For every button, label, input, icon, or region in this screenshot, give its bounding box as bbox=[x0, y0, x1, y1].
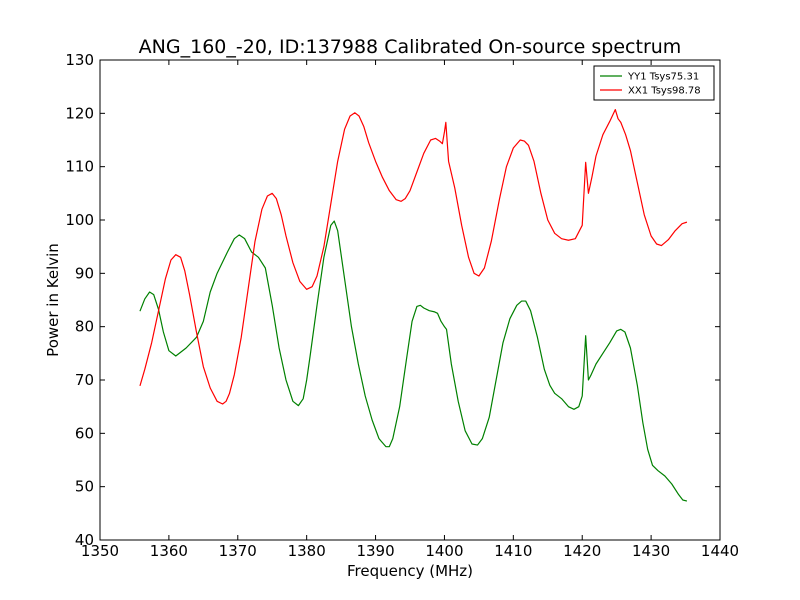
x-tick-label: 1350 bbox=[81, 542, 119, 560]
x-tick-label: 1390 bbox=[356, 542, 394, 560]
plot-area bbox=[100, 60, 720, 540]
y-tick-label: 50 bbox=[75, 478, 94, 496]
y-tick-label: 60 bbox=[75, 424, 94, 442]
y-tick-label: 100 bbox=[65, 211, 94, 229]
y-tick-label: 70 bbox=[75, 371, 94, 389]
x-tick-label: 1410 bbox=[494, 542, 532, 560]
x-tick-label: 1420 bbox=[563, 542, 601, 560]
x-tick-label: 1400 bbox=[425, 542, 463, 560]
series-line-2 bbox=[139, 109, 688, 405]
x-axis-title: Frequency (MHz) bbox=[347, 562, 473, 580]
legend: YY1 Tsys75.31 XX1 Tsys98.78 bbox=[593, 65, 715, 101]
legend-box bbox=[593, 65, 715, 101]
series-line-1 bbox=[139, 220, 688, 502]
y-tick-label: 90 bbox=[75, 264, 94, 282]
chart-title: ANG_160_-20, ID:137988 Calibrated On-sou… bbox=[139, 36, 682, 58]
x-tick-label: 1440 bbox=[701, 542, 739, 560]
legend-label-1: YY1 Tsys75.31 bbox=[627, 72, 699, 83]
x-tick-label: 1380 bbox=[288, 542, 326, 560]
plot-frame bbox=[99, 59, 721, 541]
y-axis-title: Power in Kelvin bbox=[44, 243, 62, 357]
y-tick-label: 80 bbox=[75, 318, 94, 336]
y-tick-label: 110 bbox=[65, 158, 94, 176]
y-tick-label: 40 bbox=[75, 531, 94, 549]
legend-label-2: XX1 Tsys98.78 bbox=[628, 86, 701, 97]
series-layer bbox=[139, 109, 688, 502]
y-tick-label: 130 bbox=[65, 51, 94, 69]
x-tick-label: 1360 bbox=[150, 542, 188, 560]
x-tick-label: 1430 bbox=[632, 542, 670, 560]
x-tick-label: 1370 bbox=[219, 542, 257, 560]
ticks-layer: 1350 1360 1370 1380 1390 1400 1410 1420 1430 1440… bbox=[65, 51, 739, 560]
y-tick-label: 120 bbox=[65, 104, 94, 122]
